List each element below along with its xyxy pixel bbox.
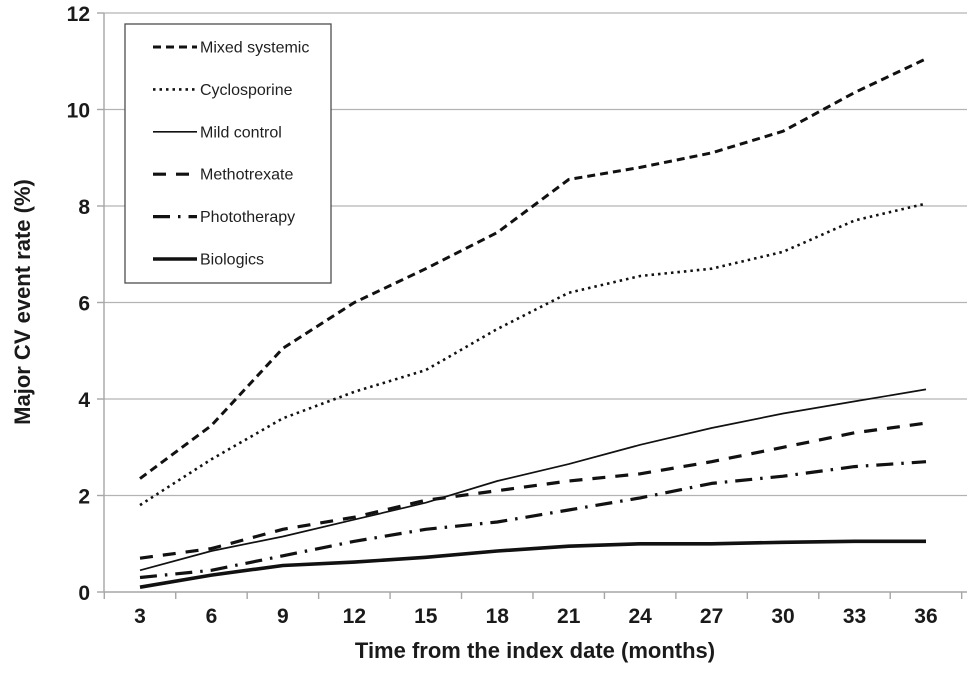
y-tick-label-6: 6 (78, 293, 90, 316)
legend-label-mild-control: Mild control (200, 124, 282, 141)
y-tick-label-10: 10 (67, 100, 90, 123)
legend-label-biologics: Biologics (200, 252, 264, 269)
x-tick-label-27: 27 (700, 605, 723, 628)
x-tick-label-30: 30 (771, 605, 794, 628)
y-tick-label-2: 2 (78, 486, 90, 509)
series-line-biologics (139, 539, 926, 589)
x-tick-label-12: 12 (343, 605, 366, 628)
x-tick-label-33: 33 (843, 605, 866, 628)
x-tick-label-21: 21 (557, 605, 581, 628)
series-line-mild-control (139, 388, 927, 572)
x-tick-label-3: 3 (134, 605, 146, 628)
series-line-phototherapy (139, 460, 927, 580)
y-tick-label-8: 8 (78, 196, 90, 219)
series-line-mixed-systemic (139, 57, 927, 480)
x-axis-title: Time from the index date (months) (355, 638, 715, 663)
legend-label-methotrexate: Methotrexate (200, 167, 293, 184)
legend-entries: Mixed systemic Cyclosporine Mild control Me… (153, 40, 309, 269)
legend-label-cyclosporine: Cyclosporine (200, 82, 293, 99)
y-tick-label-4: 4 (78, 389, 90, 412)
series-lines (139, 57, 927, 589)
axis-ticks (97, 12, 963, 599)
legend-label-phototherapy: Phototherapy (200, 209, 295, 226)
x-axis-tick-labels: 3 6 9 12 15 18 21 24 27 30 33 36 (134, 605, 937, 628)
legend-border (124, 23, 332, 284)
y-tick-label-12: 12 (67, 3, 90, 26)
y-tick-label-0: 0 (78, 582, 90, 605)
x-tick-label-18: 18 (486, 605, 510, 628)
legend-box: Mixed systemic Cyclosporine Mild control Me… (124, 23, 332, 284)
x-tick-label-24: 24 (628, 605, 652, 628)
x-tick-label-15: 15 (414, 605, 438, 628)
series-line-methotrexate (139, 421, 927, 560)
x-tick-label-6: 6 (206, 605, 218, 628)
legend-label-mixed-systemic: Mixed systemic (200, 40, 309, 57)
x-tick-label-36: 36 (914, 605, 937, 628)
x-tick-label-9: 9 (277, 605, 289, 628)
y-axis-title: Major CV event rate (%) (10, 179, 35, 425)
y-axis-tick-labels: 0 2 4 6 8 10 12 (67, 3, 91, 605)
